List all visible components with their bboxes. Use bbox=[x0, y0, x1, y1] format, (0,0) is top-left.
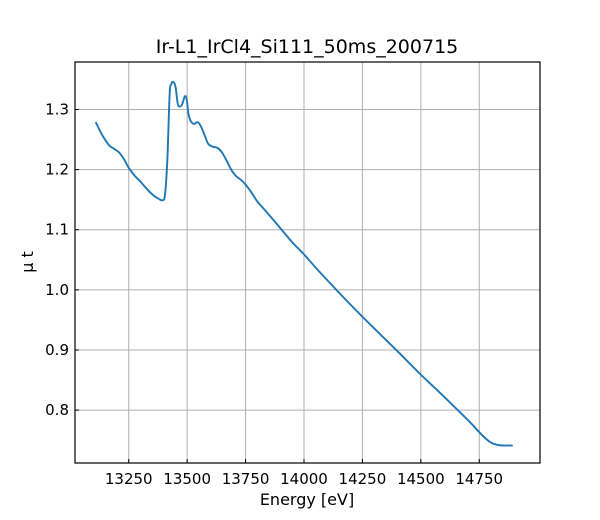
x-tick-label: 13750 bbox=[222, 470, 270, 488]
plot-frame bbox=[74, 61, 541, 464]
x-tick-label: 14500 bbox=[397, 470, 445, 488]
y-tick-label: 1.2 bbox=[45, 161, 69, 179]
x-tick-label: 14250 bbox=[339, 470, 387, 488]
x-tick-label: 13500 bbox=[163, 470, 211, 488]
x-tick-label: 14750 bbox=[455, 470, 503, 488]
axis-ticks: 13250 13500 13750 14000 14250 14500 14750 0.8 0.… bbox=[45, 100, 503, 488]
x-tick-label: 14000 bbox=[280, 470, 328, 488]
grid-lines bbox=[75, 62, 540, 463]
y-tick-label: 0.9 bbox=[45, 341, 69, 359]
y-tick-label: 0.8 bbox=[45, 401, 69, 419]
y-tick-label: 1.0 bbox=[45, 281, 69, 299]
y-tick-label: 1.1 bbox=[45, 221, 69, 239]
y-tick-label: 1.3 bbox=[45, 100, 69, 118]
series-line bbox=[95, 80, 513, 447]
x-axis-label: Energy [eV] bbox=[260, 490, 354, 509]
chart-title: Ir-L1_IrCl4_Si111_50ms_200715 bbox=[156, 36, 459, 58]
y-axis-label: μ t bbox=[18, 251, 37, 273]
x-tick-label: 13250 bbox=[105, 470, 153, 488]
plot-series bbox=[95, 80, 513, 447]
